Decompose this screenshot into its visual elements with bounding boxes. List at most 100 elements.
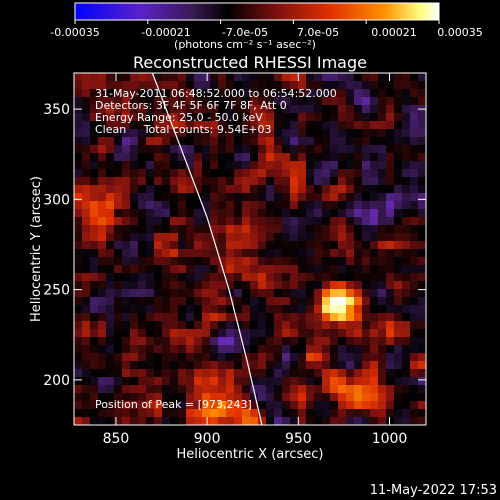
heatmap-cell: [330, 377, 339, 386]
heatmap-cell: [210, 113, 219, 122]
heatmap-cell: [274, 417, 283, 425]
heatmap-cell: [282, 217, 291, 226]
heatmap-cell: [394, 313, 403, 322]
heatmap-cell: [354, 409, 363, 418]
heatmap-cell: [242, 129, 251, 138]
heatmap-cell: [338, 345, 347, 354]
heatmap-cell: [138, 177, 147, 186]
heatmap-cell: [210, 329, 219, 338]
heatmap-cell: [346, 409, 355, 418]
heatmap-cell: [418, 169, 426, 178]
heatmap-cell: [314, 89, 323, 98]
heatmap-cell: [418, 185, 426, 194]
heatmap-cell: [402, 257, 411, 266]
heatmap-cell: [234, 393, 243, 402]
heatmap-cell: [250, 97, 259, 106]
heatmap-cell: [258, 217, 267, 226]
heatmap-cell: [354, 281, 363, 290]
heatmap-cell: [394, 257, 403, 266]
heatmap-cell: [314, 73, 323, 82]
heatmap-cell: [418, 385, 426, 394]
heatmap-cell: [290, 217, 299, 226]
heatmap-cell: [234, 201, 243, 210]
heatmap-cell: [138, 105, 147, 114]
heatmap-cell: [322, 281, 331, 290]
x-tick-label: 950: [285, 431, 312, 447]
heatmap-cell: [122, 337, 131, 346]
heatmap-cell: [154, 89, 163, 98]
heatmap-cell: [314, 377, 323, 386]
heatmap-cell: [394, 169, 403, 178]
heatmap-cell: [290, 281, 299, 290]
heatmap-cell: [130, 409, 139, 418]
heatmap-cell: [266, 377, 275, 386]
heatmap-cell: [362, 161, 371, 170]
heatmap-cell: [202, 401, 211, 410]
heatmap-cell: [338, 81, 347, 90]
heatmap-cell: [186, 249, 195, 258]
heatmap-cell: [258, 337, 267, 346]
heatmap-cell: [122, 193, 131, 202]
heatmap-cell: [218, 249, 227, 258]
heatmap-cell: [394, 113, 403, 122]
heatmap-cell: [322, 393, 331, 402]
heatmap-cell: [178, 305, 187, 314]
heatmap-cell: [290, 409, 299, 418]
heatmap-cell: [418, 73, 426, 82]
heatmap-cell: [242, 201, 251, 210]
heatmap-cell: [218, 161, 227, 170]
heatmap-cell: [194, 209, 203, 218]
heatmap-cell: [170, 193, 179, 202]
heatmap-cell: [162, 97, 171, 106]
heatmap-cell: [378, 345, 387, 354]
heatmap-cell: [170, 185, 179, 194]
heatmap-cell: [402, 361, 411, 370]
heatmap-cell: [162, 321, 171, 330]
heatmap-cell: [82, 393, 91, 402]
heatmap-cell: [114, 377, 123, 386]
heatmap-cell: [346, 281, 355, 290]
heatmap-cell: [314, 345, 323, 354]
heatmap-cell: [338, 249, 347, 258]
y-tick-label: 250: [43, 283, 70, 299]
heatmap-cell: [82, 249, 91, 258]
heatmap-cell: [98, 289, 107, 298]
heatmap-cell: [114, 417, 123, 425]
heatmap-cell: [322, 329, 331, 338]
heatmap-cell: [362, 129, 371, 138]
heatmap-cell: [306, 201, 315, 210]
heatmap-cell: [218, 185, 227, 194]
heatmap-cell: [266, 97, 275, 106]
heatmap-cell: [306, 105, 315, 114]
heatmap-cell: [194, 361, 203, 370]
heatmap-cell: [298, 345, 307, 354]
heatmap-cell: [298, 409, 307, 418]
heatmap-cell: [354, 385, 363, 394]
heatmap-cell: [234, 73, 243, 82]
heatmap-cell: [74, 273, 83, 282]
heatmap-cell: [322, 273, 331, 282]
heatmap-cell: [418, 201, 426, 210]
heatmap-cell: [402, 281, 411, 290]
heatmap-cell: [122, 209, 131, 218]
heatmap-cell: [354, 225, 363, 234]
heatmap-cell: [90, 265, 99, 274]
heatmap-cell: [82, 177, 91, 186]
heatmap-cell: [258, 409, 267, 418]
annotation-peak: Position of Peak = [973,243]: [95, 398, 252, 411]
heatmap-cell: [186, 257, 195, 266]
heatmap-cell: [242, 233, 251, 242]
heatmap-cell: [82, 305, 91, 314]
heatmap-cell: [370, 305, 379, 314]
heatmap-cell: [226, 89, 235, 98]
heatmap-cell: [82, 97, 91, 106]
heatmap-cell: [306, 289, 315, 298]
heatmap-cell: [218, 313, 227, 322]
heatmap-cell: [322, 345, 331, 354]
heatmap-cell: [282, 169, 291, 178]
heatmap-cell: [306, 129, 315, 138]
heatmap-cell: [418, 313, 426, 322]
heatmap-cell: [242, 305, 251, 314]
heatmap-cell: [186, 321, 195, 330]
heatmap-cell: [370, 409, 379, 418]
